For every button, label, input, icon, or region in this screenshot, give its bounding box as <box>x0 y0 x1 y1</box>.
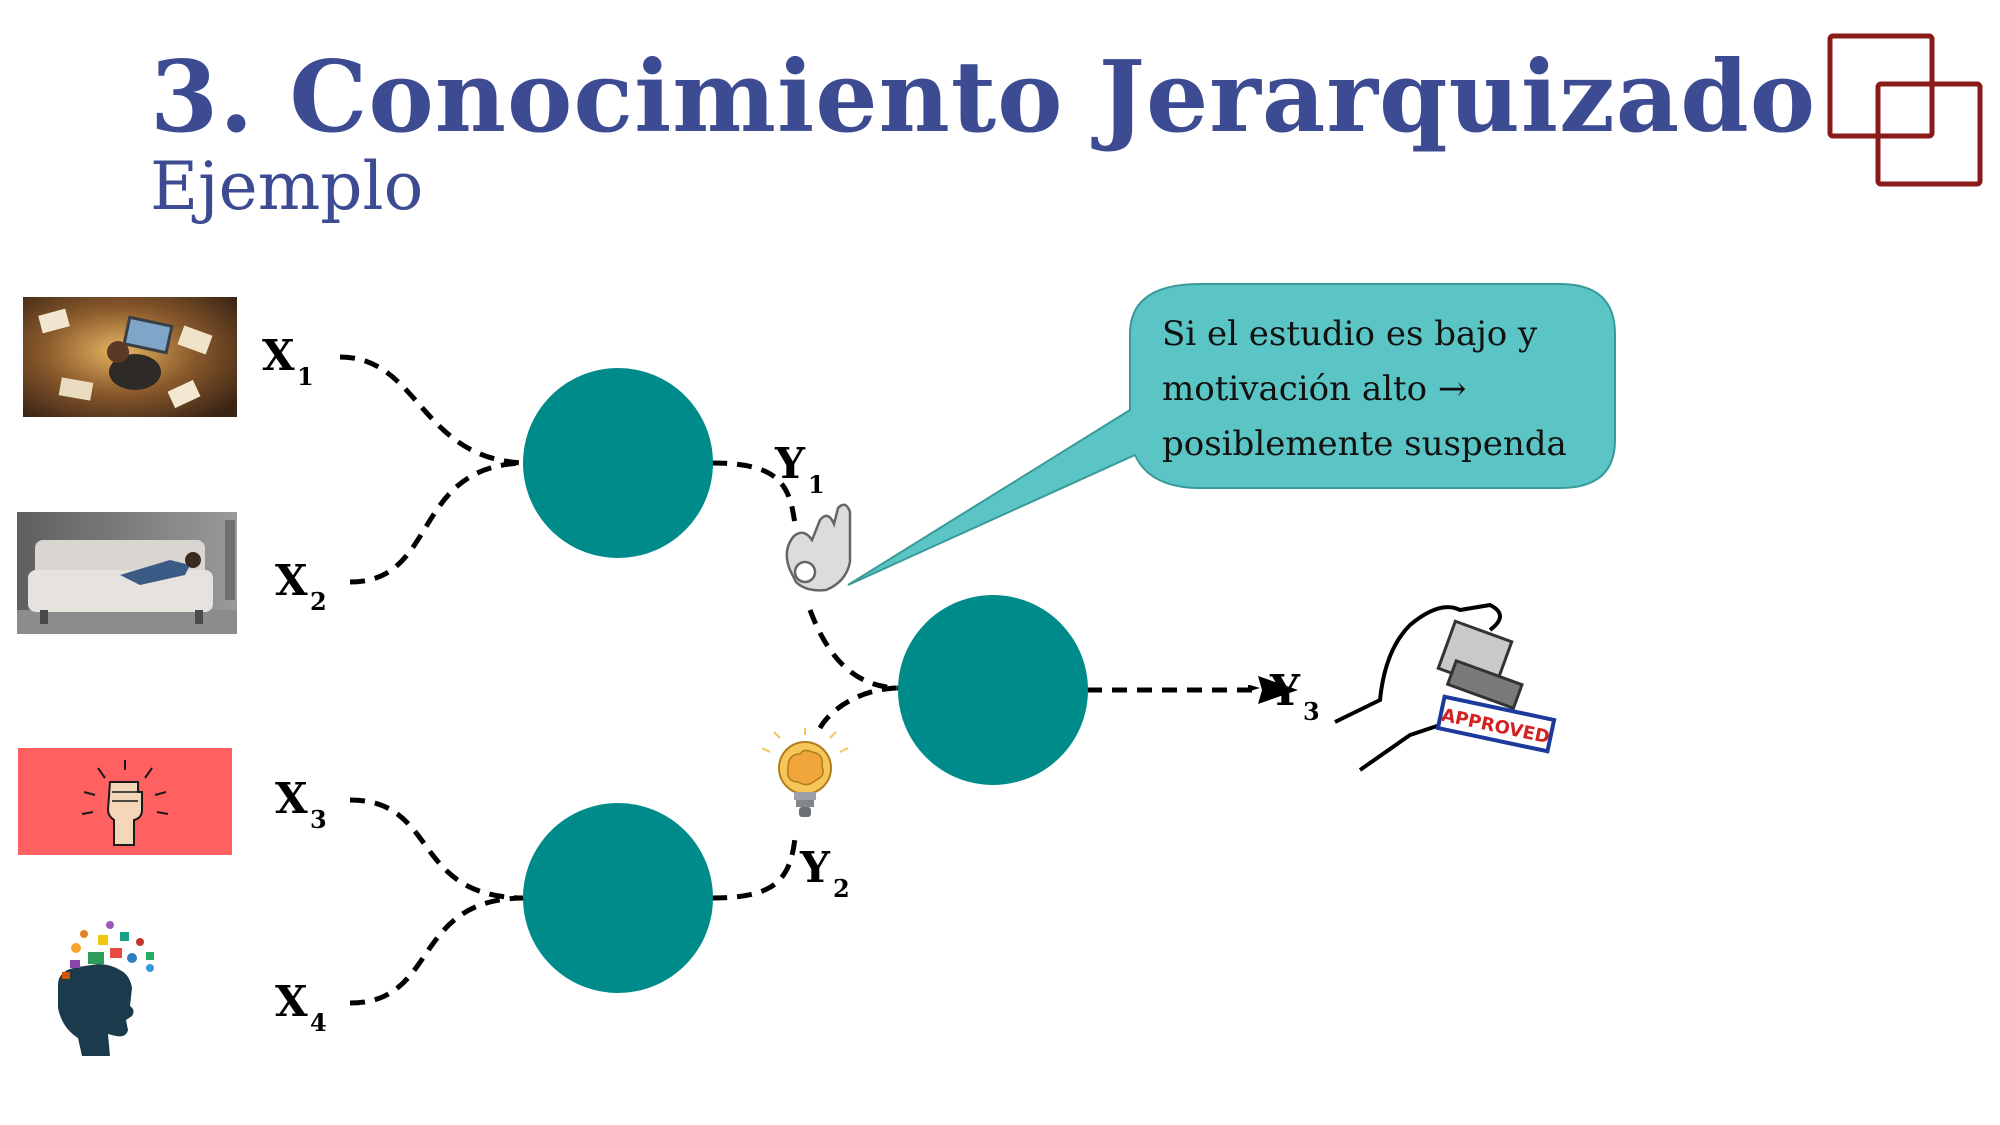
label-y1: Y 1 <box>774 439 825 499</box>
label-x4: X 4 <box>275 977 327 1037</box>
head-with-ideas-icon <box>58 921 154 1056</box>
label-y3: Y 3 <box>1269 666 1320 726</box>
callout-line-1: Si el estudio es bajo y <box>1162 314 1538 354</box>
svg-text:X: X <box>262 331 295 380</box>
svg-text:3: 3 <box>310 805 327 834</box>
svg-text:1: 1 <box>297 362 314 391</box>
callout-line-2: motivación alto → <box>1162 369 1466 409</box>
svg-text:Y: Y <box>774 439 806 488</box>
label-x3: X 3 <box>275 774 327 834</box>
callout-line-3: posiblemente suspenda <box>1162 424 1567 464</box>
callout-bubble: Si el estudio es bajo y motivación alto … <box>847 283 1616 586</box>
hidden-node-1 <box>523 368 713 558</box>
label-x2: X 2 <box>275 556 327 616</box>
edge-x3-node2 <box>349 797 526 901</box>
arrowhead-icon <box>1258 676 1298 704</box>
person-resting-sofa-photo <box>17 512 237 634</box>
svg-text:1: 1 <box>808 470 825 499</box>
svg-text:3: 3 <box>1303 697 1320 726</box>
edge-node2-y2 <box>711 837 798 901</box>
output-node <box>898 595 1088 785</box>
slide-title: 3. Conocimiento Jerarquizado <box>150 40 1817 155</box>
person-studying-laptop-photo <box>23 297 237 417</box>
svg-text:4: 4 <box>310 1008 327 1037</box>
logo-squares-icon <box>1827 33 1983 187</box>
edge-x2-node1 <box>349 460 526 585</box>
svg-text:2: 2 <box>310 587 327 616</box>
svg-text:Y: Y <box>799 843 831 892</box>
svg-text:X: X <box>275 977 308 1026</box>
hidden-node-2 <box>523 803 713 993</box>
raised-fist-icon <box>18 748 232 855</box>
edge-y1-node3 <box>807 609 901 691</box>
edge-node1-y1 <box>711 460 798 526</box>
label-x1: X 1 <box>262 331 314 391</box>
edge-x4-node2 <box>349 895 526 1006</box>
edge-y2-node3 <box>817 685 901 730</box>
svg-text:X: X <box>275 556 308 605</box>
lightbulb-brain-icon <box>761 728 849 817</box>
edge-x1-node1 <box>339 354 526 466</box>
svg-text:2: 2 <box>833 874 850 903</box>
connection-lines <box>339 354 1258 1006</box>
ok-hand-icon <box>785 503 852 592</box>
svg-text:X: X <box>275 774 308 823</box>
label-y2: Y 2 <box>799 843 850 903</box>
svg-text:Y: Y <box>1269 666 1301 715</box>
slide-subtitle: Ejemplo <box>150 148 424 225</box>
approved-stamp-icon: APPROVED <box>1334 602 1557 772</box>
